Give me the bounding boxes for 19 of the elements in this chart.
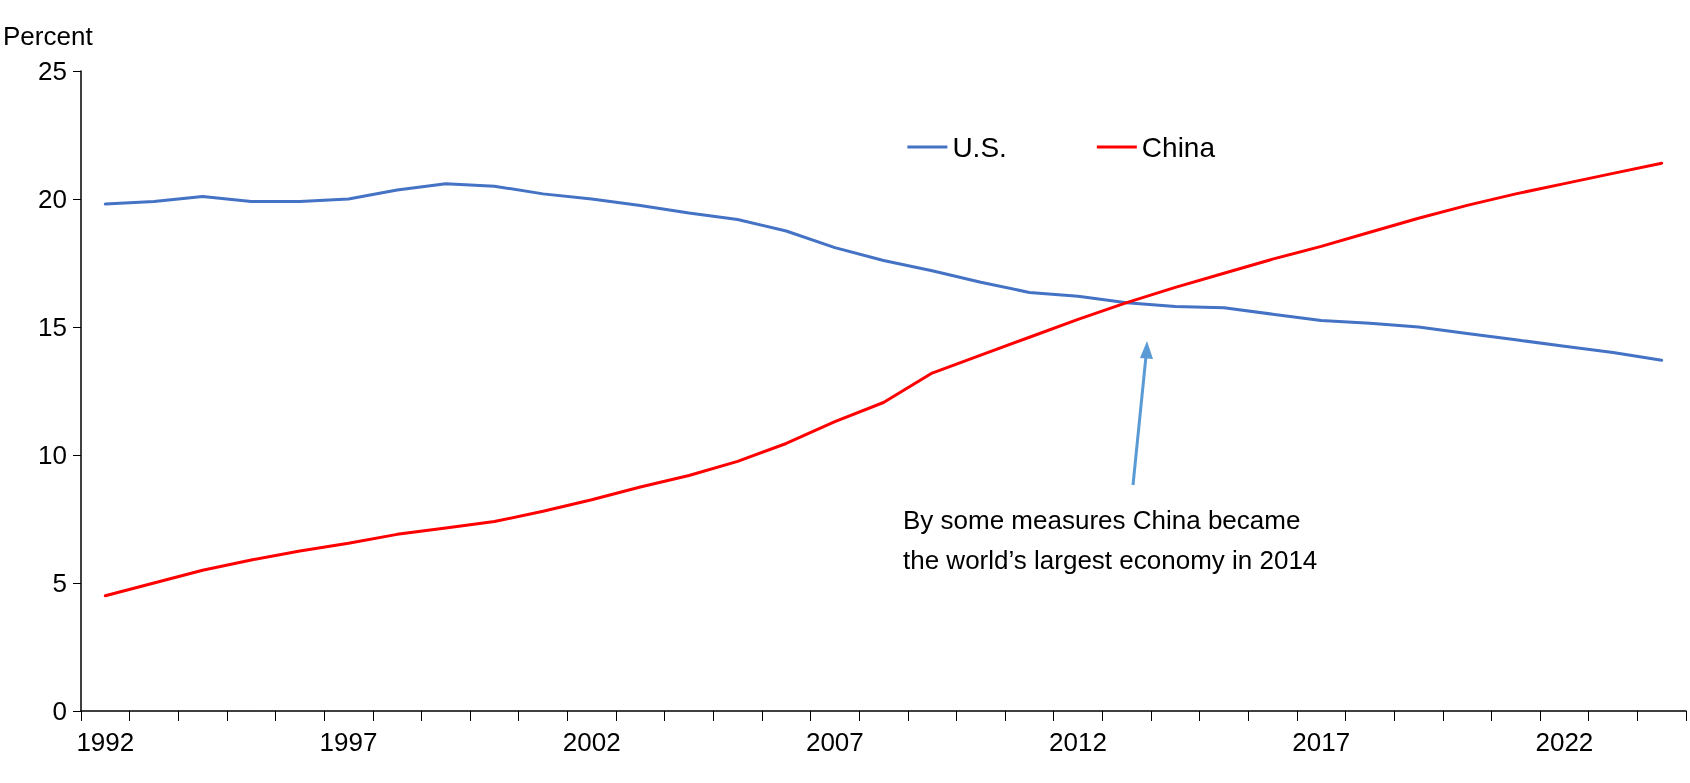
y-tick-label: 15 bbox=[38, 312, 67, 342]
y-tick-label: 10 bbox=[38, 440, 67, 470]
x-tick-label: 1992 bbox=[76, 727, 135, 757]
line-series bbox=[103, 161, 1664, 598]
annotation: By some measures China became the world’s largest economy in 2014 bbox=[903, 505, 1318, 575]
x-tick-label: 2007 bbox=[805, 727, 864, 757]
y-tick-label: 5 bbox=[52, 568, 67, 598]
legend-label: China bbox=[1141, 131, 1216, 163]
y-tick-label: 0 bbox=[52, 696, 67, 726]
x-tick-label: 2002 bbox=[562, 727, 621, 757]
y-tick-label: 20 bbox=[38, 184, 67, 214]
x-tick-label: 2012 bbox=[1049, 727, 1107, 757]
x-tick-label: 2017 bbox=[1292, 727, 1351, 757]
y-tick-label: 25 bbox=[38, 56, 67, 86]
legend-label: U.S. bbox=[952, 131, 1007, 163]
x-tick-label: 1997 bbox=[319, 727, 378, 757]
x-tick-label: 2022 bbox=[1535, 727, 1594, 757]
y-axis-title: Percent bbox=[3, 21, 94, 51]
line-series bbox=[103, 182, 1664, 362]
